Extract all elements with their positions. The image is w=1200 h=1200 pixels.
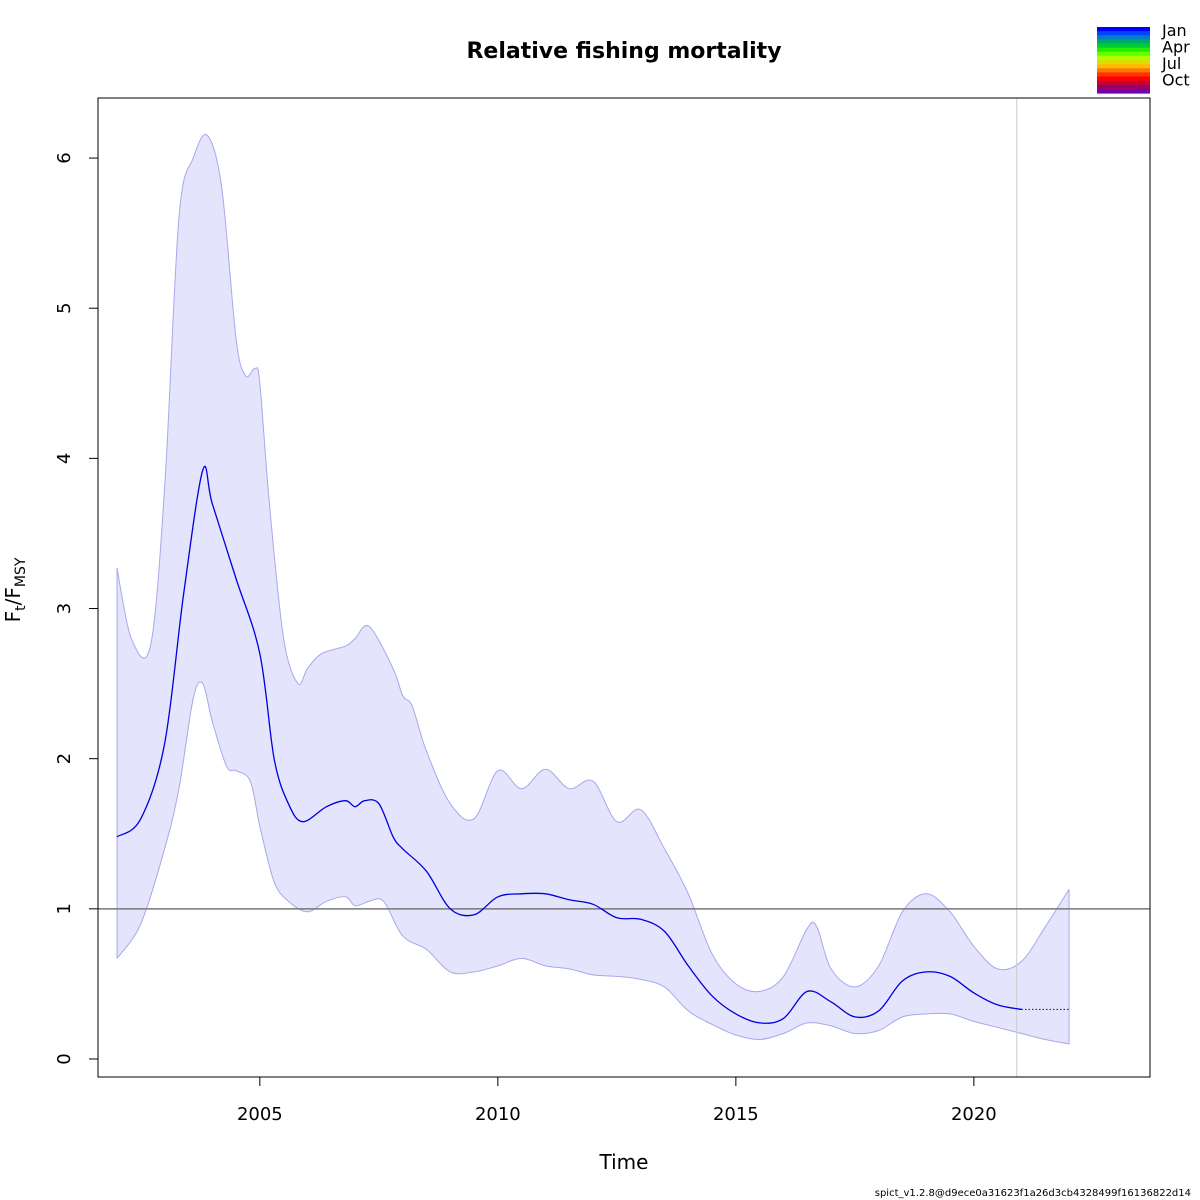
y-axis-label-sub1: t — [13, 605, 29, 611]
legend-color-swatch — [1097, 55, 1150, 61]
y-tick-label: 5 — [54, 302, 75, 313]
y-axis-label: Ft/FMSY — [1, 557, 29, 622]
y-axis: 0 1 2 3 4 5 6 — [54, 152, 98, 1065]
estimate-line — [116, 465, 1022, 1024]
y-axis-label-sub2: MSY — [13, 557, 29, 587]
upper-bound-line — [116, 133, 1070, 993]
y-tick-label: 0 — [54, 1053, 75, 1064]
legend-color-swatch — [1097, 76, 1150, 82]
plot-area — [98, 98, 1150, 1077]
legend-color-swatch — [1097, 84, 1150, 90]
legend-month-label: Apr — [1162, 38, 1190, 57]
plot-frame — [97, 97, 1151, 1078]
legend-color-swatch — [1097, 88, 1150, 94]
y-tick-label: 6 — [54, 152, 75, 163]
x-axis: 2005 2010 2015 2020 — [237, 1077, 997, 1125]
legend-month-label: Jan — [1161, 21, 1187, 40]
x-tick-label: 2010 — [475, 1104, 521, 1125]
legend-color-swatch — [1097, 68, 1150, 73]
legend-color-swatch — [1097, 39, 1150, 45]
x-tick-label: 2020 — [951, 1104, 997, 1125]
x-tick-label: 2015 — [713, 1104, 759, 1125]
legend-color-swatch — [1097, 51, 1150, 57]
legend-color-swatch — [1097, 35, 1150, 40]
y-tick-label: 3 — [54, 603, 75, 614]
legend-color-swatch — [1097, 60, 1150, 65]
y-tick-label: 4 — [54, 453, 75, 464]
legend-color-swatch — [1097, 43, 1150, 49]
legend-month-label: Oct — [1162, 71, 1190, 90]
legend-color-swatch — [1097, 80, 1150, 86]
legend-color-swatch — [1097, 31, 1150, 36]
legend-month-label: Jul — [1161, 54, 1181, 73]
x-tick-label: 2005 — [237, 1104, 283, 1125]
legend-color-swatch — [1097, 72, 1150, 78]
legend-color-swatch — [1097, 64, 1150, 69]
x-axis-label: Time — [599, 1150, 649, 1174]
lower-bound-line — [116, 681, 1070, 1045]
y-axis-label-main: F — [1, 611, 25, 623]
y-tick-label: 2 — [54, 753, 75, 764]
y-tick-label: 1 — [54, 903, 75, 914]
version-footer: spict_v1.2.8@d9ece0a31623f1a26d3cb432849… — [875, 1188, 1191, 1199]
legend-color-swatch — [1097, 47, 1150, 53]
confidence-band — [117, 134, 1070, 1044]
y-axis-label-sep: /F — [1, 587, 25, 605]
legend-color-swatch — [1097, 27, 1150, 32]
chart-title: Relative fishing mortality — [466, 39, 781, 64]
